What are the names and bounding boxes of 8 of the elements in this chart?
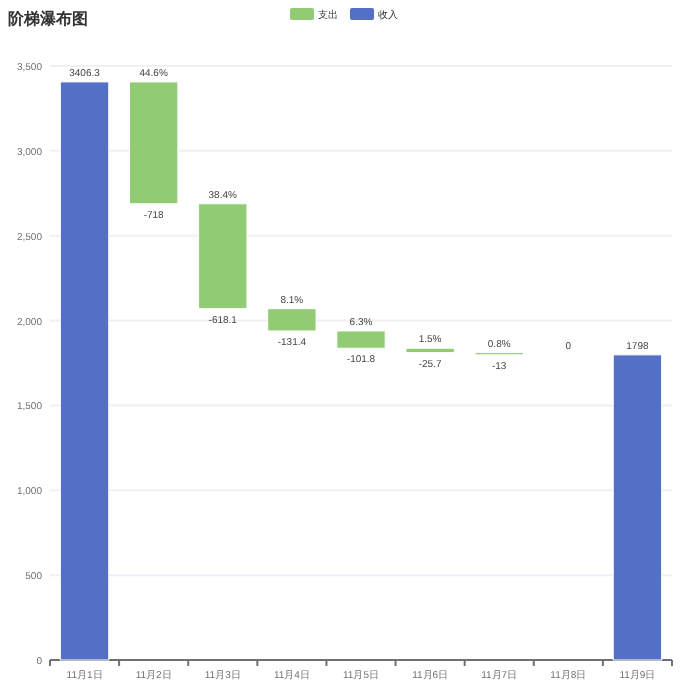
bar <box>336 330 386 349</box>
bar <box>405 347 455 354</box>
bar <box>267 308 317 332</box>
bar <box>128 81 179 205</box>
bar <box>198 203 248 310</box>
bar <box>59 81 110 661</box>
bar <box>612 354 663 661</box>
title: 阶梯瀑布图 <box>8 10 88 28</box>
